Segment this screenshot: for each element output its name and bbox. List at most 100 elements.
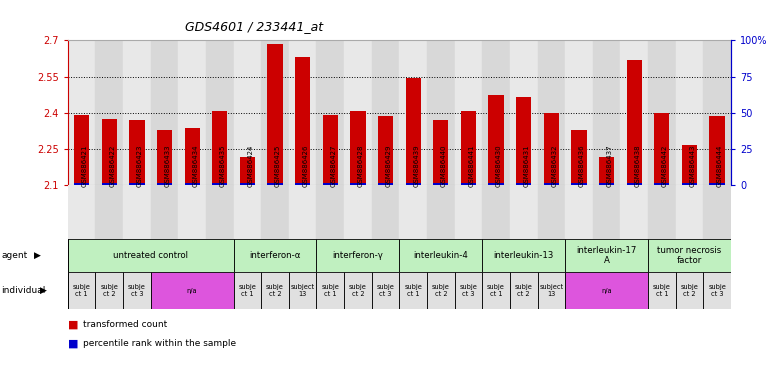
Text: interleukin-4: interleukin-4: [413, 251, 468, 260]
Bar: [599, 157, 614, 185]
Text: GSM886429: GSM886429: [386, 144, 392, 187]
Bar: [372, 40, 399, 185]
Text: subje
ct 1: subje ct 1: [653, 284, 671, 297]
Bar: [151, 272, 234, 309]
Text: interleukin-17
A: interleukin-17 A: [577, 246, 637, 265]
Bar: [344, 185, 372, 239]
Bar: [289, 272, 316, 309]
Text: subje
ct 3: subje ct 3: [376, 284, 395, 297]
Bar: [68, 272, 96, 309]
Bar: [682, 183, 697, 185]
Text: GSM886430: GSM886430: [496, 144, 502, 187]
Bar: [323, 183, 338, 185]
Text: ▶: ▶: [40, 286, 47, 295]
Bar: [483, 272, 510, 309]
Bar: [123, 272, 151, 309]
Text: subje
ct 1: subje ct 1: [238, 284, 257, 297]
Bar: [565, 185, 593, 239]
Bar: [96, 185, 123, 239]
Bar: [455, 185, 483, 239]
Text: subje
ct 3: subje ct 3: [708, 284, 726, 297]
Bar: [571, 129, 587, 185]
Bar: [427, 40, 455, 185]
Bar: [709, 116, 725, 185]
Bar: [406, 78, 421, 185]
Bar: [655, 183, 669, 185]
Bar: [151, 185, 178, 239]
Bar: [675, 40, 703, 185]
Text: transformed count: transformed count: [83, 320, 167, 329]
Text: interferon-γ: interferon-γ: [332, 251, 383, 260]
Text: GSM886442: GSM886442: [662, 144, 668, 187]
Bar: [544, 183, 559, 185]
Bar: [537, 272, 565, 309]
Bar: [157, 129, 172, 185]
Bar: [537, 185, 565, 239]
Bar: [427, 272, 455, 309]
Bar: [184, 183, 200, 185]
Text: GSM886444: GSM886444: [717, 144, 723, 187]
Text: percentile rank within the sample: percentile rank within the sample: [83, 339, 237, 348]
Bar: [510, 272, 537, 309]
Text: GSM886425: GSM886425: [275, 144, 281, 187]
Text: GDS4601 / 233441_at: GDS4601 / 233441_at: [185, 20, 324, 33]
Text: ▶: ▶: [34, 251, 41, 260]
Bar: [240, 183, 255, 185]
Text: interleukin-13: interleukin-13: [493, 251, 554, 260]
Bar: [627, 60, 641, 185]
Text: individual: individual: [2, 286, 46, 295]
Text: n/a: n/a: [187, 288, 197, 293]
Text: subje
ct 2: subje ct 2: [349, 284, 367, 297]
Bar: [593, 40, 621, 185]
Bar: [703, 185, 731, 239]
Bar: [323, 115, 338, 185]
Bar: [565, 40, 593, 185]
Bar: [344, 272, 372, 309]
Text: GSM886432: GSM886432: [551, 144, 557, 187]
Bar: [489, 183, 503, 185]
Text: subje
ct 1: subje ct 1: [487, 284, 505, 297]
Bar: [261, 272, 289, 309]
Bar: [599, 183, 614, 185]
Bar: [261, 185, 289, 239]
Bar: [483, 239, 565, 272]
Bar: [234, 185, 261, 239]
Bar: [151, 40, 178, 185]
Text: subject
13: subject 13: [539, 284, 564, 297]
Bar: [295, 57, 310, 185]
Text: ■: ■: [68, 319, 79, 329]
Text: GSM886439: GSM886439: [413, 144, 419, 187]
Text: GSM886437: GSM886437: [607, 144, 613, 187]
Bar: [510, 40, 537, 185]
Text: subje
ct 2: subje ct 2: [681, 284, 699, 297]
Bar: [123, 40, 151, 185]
Bar: [68, 40, 96, 185]
Bar: [234, 40, 261, 185]
Bar: [516, 183, 531, 185]
Bar: [648, 272, 675, 309]
Bar: [399, 239, 483, 272]
Text: GSM886424: GSM886424: [247, 144, 254, 187]
Bar: [703, 40, 731, 185]
Bar: [378, 183, 393, 185]
Bar: [350, 111, 365, 185]
Bar: [234, 239, 316, 272]
Text: interferon-α: interferon-α: [249, 251, 301, 260]
Text: subje
ct 1: subje ct 1: [72, 284, 91, 297]
Text: GSM886435: GSM886435: [220, 144, 226, 187]
Bar: [489, 94, 503, 185]
Bar: [593, 185, 621, 239]
Bar: [510, 185, 537, 239]
Bar: [130, 183, 144, 185]
Bar: [184, 128, 200, 185]
Bar: [378, 116, 393, 185]
Text: ■: ■: [68, 339, 79, 349]
Text: n/a: n/a: [601, 288, 612, 293]
Text: GSM886434: GSM886434: [192, 144, 198, 187]
Bar: [461, 183, 476, 185]
Bar: [316, 40, 344, 185]
Text: subje
ct 2: subje ct 2: [515, 284, 533, 297]
Bar: [399, 272, 427, 309]
Text: GSM886436: GSM886436: [579, 144, 585, 187]
Bar: [96, 272, 123, 309]
